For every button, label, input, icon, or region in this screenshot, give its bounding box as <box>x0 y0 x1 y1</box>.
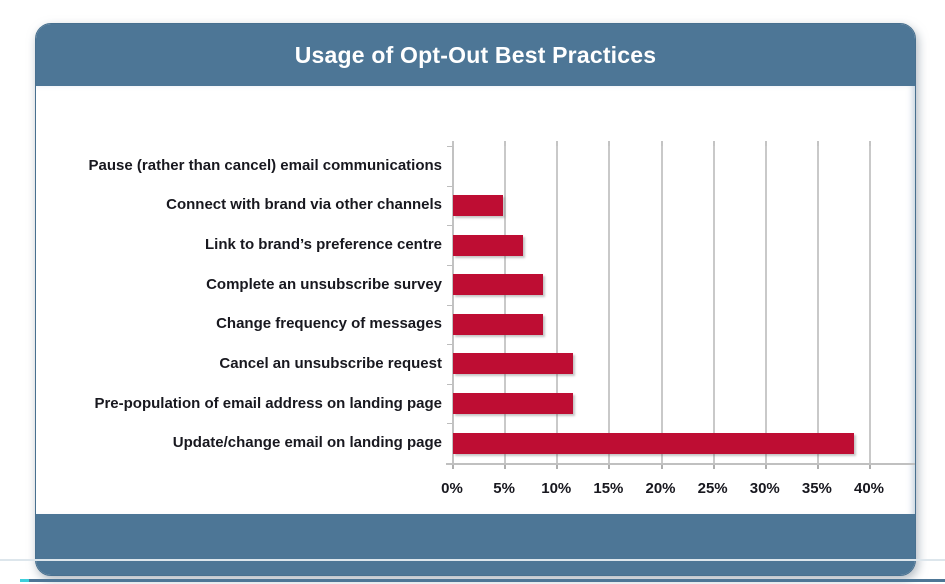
x-tick-label: 0% <box>441 480 463 497</box>
axis-tick-bottom <box>712 463 715 469</box>
y-axis-tick <box>447 305 452 306</box>
footer-separator-line <box>0 559 945 561</box>
axis-tick-bottom <box>764 463 767 469</box>
bar <box>453 235 523 256</box>
bottom-accent-cyan-tick <box>20 579 29 582</box>
bar <box>453 314 543 335</box>
axis-tick-top <box>869 141 871 146</box>
y-axis-tick <box>447 225 452 226</box>
category-label: Pre-population of email address on landi… <box>94 395 442 412</box>
axis-tick-bottom <box>816 463 819 469</box>
axis-tick-top <box>660 141 663 146</box>
category-label: Cancel an unsubscribe request <box>219 355 442 372</box>
y-axis-tick <box>447 384 452 385</box>
axis-tick-bottom <box>452 463 454 469</box>
y-axis-tick <box>447 423 452 424</box>
chart-footer <box>36 514 915 575</box>
gridline <box>556 146 559 463</box>
category-label: Complete an unsubscribe survey <box>206 276 442 293</box>
bar <box>453 274 543 295</box>
y-axis-tick <box>447 146 452 147</box>
axis-tick-top <box>712 141 715 146</box>
axis-tick-bottom <box>869 463 871 469</box>
x-tick-label: 40% <box>853 480 885 497</box>
axis-tick-bottom <box>608 463 611 469</box>
axis-tick-top <box>556 141 559 146</box>
gridline <box>608 146 611 463</box>
axis-tick-bottom <box>660 463 663 469</box>
gridline <box>452 146 454 463</box>
category-label: Update/change email on landing page <box>172 434 442 451</box>
chart-title: Usage of Opt-Out Best Practices <box>294 41 657 68</box>
x-tick-label: 20% <box>645 480 676 497</box>
category-label: Link to brand’s preference centre <box>204 236 442 253</box>
bar <box>453 195 503 216</box>
gridline <box>712 146 715 463</box>
category-label: Pause (rather than cancel) email communi… <box>88 157 442 174</box>
chart-card: Usage of Opt-Out Best Practices Pause (r… <box>35 23 916 576</box>
bar <box>453 433 854 454</box>
gridline <box>764 146 767 463</box>
x-tick-label: 15% <box>593 480 624 497</box>
axis-tick-top <box>504 141 507 146</box>
chart-header: Usage of Opt-Out Best Practices <box>36 24 915 86</box>
x-tick-label: 25% <box>697 480 728 497</box>
x-tick-label: 30% <box>749 480 780 497</box>
axis-tick-top <box>452 141 454 146</box>
x-tick-label: 35% <box>801 480 832 497</box>
bottom-accent-line <box>20 579 945 582</box>
axis-tick-bottom <box>556 463 559 469</box>
x-tick-label: 5% <box>493 480 515 497</box>
axis-tick-bottom <box>504 463 507 469</box>
gridline <box>816 146 819 463</box>
category-label: Connect with brand via other channels <box>166 196 442 213</box>
gridline <box>869 146 871 463</box>
category-label: Change frequency of messages <box>216 315 442 332</box>
gridline <box>504 146 507 463</box>
axis-tick-top <box>764 141 767 146</box>
y-axis-tick <box>447 265 452 266</box>
y-axis-tick <box>447 344 452 345</box>
bar <box>453 393 573 414</box>
axis-tick-top <box>608 141 611 146</box>
axis-tick-top <box>816 141 819 146</box>
gridline <box>660 146 663 463</box>
y-axis-tick <box>447 186 452 187</box>
x-tick-label: 10% <box>541 480 572 497</box>
bar <box>453 353 573 374</box>
x-axis-line <box>446 463 915 465</box>
